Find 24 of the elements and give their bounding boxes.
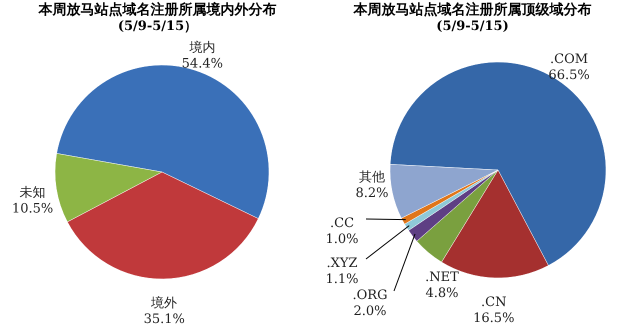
slice-label: .XYZ — [326, 256, 358, 271]
slice-label: 境外 — [150, 294, 178, 311]
data-label: 1.1% — [325, 272, 359, 287]
chart-title: 本周放马站点域名注册所属境内外分布 — [38, 1, 276, 18]
slice-label: 未知 — [20, 185, 46, 200]
data-label: 66.5% — [548, 68, 590, 83]
data-label: 2.0% — [353, 304, 387, 319]
slice-label: .NET — [425, 270, 460, 285]
data-label: 10.5% — [12, 201, 54, 216]
slice-label: 其他 — [359, 170, 385, 185]
slice-label: .CC — [330, 216, 354, 231]
data-label: 8.2% — [355, 186, 389, 201]
data-label: 4.8% — [425, 286, 459, 301]
data-label: 1.0% — [325, 232, 359, 247]
data-label: 54.4% — [182, 56, 223, 72]
slice-label: .CN — [481, 294, 507, 310]
chart-title: 本周放马站点域名注册所属顶级域分布 — [352, 1, 592, 18]
slice-label: .COM — [550, 52, 588, 67]
slice-label: 境内 — [188, 39, 216, 56]
chart-subtitle: (5/9-5/15) — [436, 19, 509, 34]
chart-subtitle: (5/9-5/15） — [118, 19, 198, 34]
data-label: 35.1% — [144, 312, 185, 327]
data-label: 16.5% — [473, 310, 514, 326]
slice-label: .ORG — [352, 288, 388, 303]
